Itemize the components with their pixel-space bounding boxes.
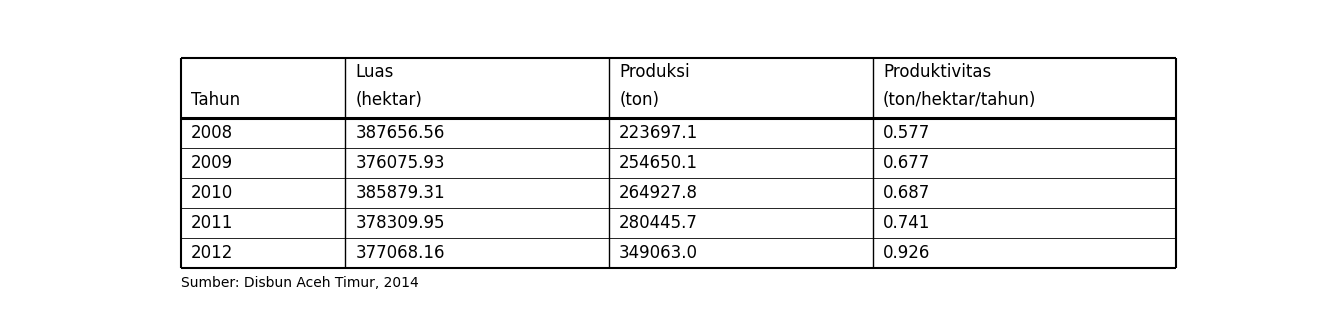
Text: (ton): (ton)	[620, 91, 659, 109]
Text: 378309.95: 378309.95	[355, 214, 445, 232]
Text: 0.577: 0.577	[883, 124, 931, 142]
Text: 376075.93: 376075.93	[355, 154, 445, 172]
Text: 2010: 2010	[191, 184, 233, 202]
Text: 0.741: 0.741	[883, 214, 931, 232]
Text: 264927.8: 264927.8	[620, 184, 698, 202]
Text: (ton/hektar/tahun): (ton/hektar/tahun)	[883, 91, 1037, 109]
Text: 2009: 2009	[191, 154, 233, 172]
Text: 385879.31: 385879.31	[355, 184, 445, 202]
Text: 0.687: 0.687	[883, 184, 931, 202]
Text: 2011: 2011	[191, 214, 233, 232]
Text: 349063.0: 349063.0	[620, 244, 698, 262]
Text: Luas: Luas	[355, 62, 393, 81]
Text: 223697.1: 223697.1	[620, 124, 698, 142]
Text: Produktivitas: Produktivitas	[883, 62, 992, 81]
Text: Produksi: Produksi	[620, 62, 690, 81]
Text: 0.677: 0.677	[883, 154, 931, 172]
Text: Tahun: Tahun	[191, 91, 240, 109]
Text: 280445.7: 280445.7	[620, 214, 698, 232]
Text: Sumber: Disbun Aceh Timur, 2014: Sumber: Disbun Aceh Timur, 2014	[181, 276, 418, 290]
Text: (hektar): (hektar)	[355, 91, 422, 109]
Text: 2008: 2008	[191, 124, 233, 142]
Text: 2012: 2012	[191, 244, 233, 262]
Text: 0.926: 0.926	[883, 244, 931, 262]
Text: 377068.16: 377068.16	[355, 244, 445, 262]
Text: 387656.56: 387656.56	[355, 124, 445, 142]
Text: 254650.1: 254650.1	[620, 154, 698, 172]
